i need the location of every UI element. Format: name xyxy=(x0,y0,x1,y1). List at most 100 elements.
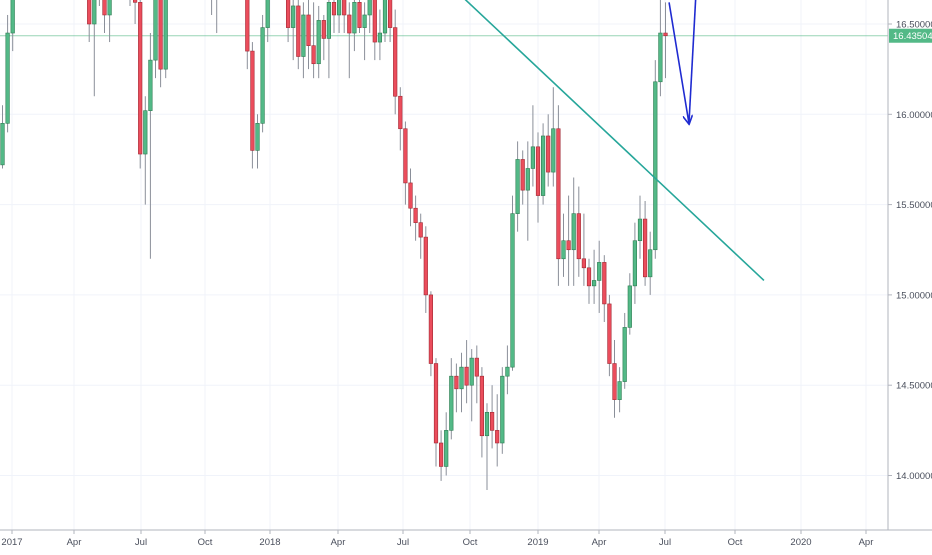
candle xyxy=(311,2,316,79)
candle xyxy=(530,105,535,187)
candles xyxy=(0,0,668,490)
candle xyxy=(5,14,10,133)
candle xyxy=(255,114,260,169)
candle xyxy=(495,394,500,467)
candle xyxy=(143,96,148,205)
projection-arrow[interactable] xyxy=(668,2,689,123)
candle xyxy=(331,0,337,34)
candle-body-down xyxy=(464,366,469,386)
candle-body-down xyxy=(311,45,316,65)
candle-body-down xyxy=(296,5,301,57)
x-tick-label: 2020 xyxy=(790,537,811,548)
candle-body-up xyxy=(444,430,449,467)
candle xyxy=(133,0,138,24)
candle xyxy=(510,195,515,371)
x-tick-label: 2017 xyxy=(1,537,22,548)
candle xyxy=(0,105,5,169)
candle-body-down xyxy=(87,0,92,25)
candle xyxy=(403,121,408,205)
candle-body-up xyxy=(10,0,15,34)
candle-body-up xyxy=(469,357,474,386)
projection-arrow[interactable] xyxy=(688,0,709,124)
candle xyxy=(632,222,637,304)
candle-body-up xyxy=(632,240,637,287)
candle-body-up xyxy=(510,213,515,368)
candle xyxy=(637,195,643,259)
candle-body-up xyxy=(530,146,535,169)
candle-body-up xyxy=(627,285,632,328)
x-tick-label: Apr xyxy=(592,537,607,548)
candle xyxy=(454,363,459,413)
candle xyxy=(418,213,423,259)
candle-body-down xyxy=(331,2,337,16)
candle-body-up xyxy=(153,0,158,61)
candle xyxy=(540,123,546,205)
candle-body-down xyxy=(581,258,586,269)
candle xyxy=(433,358,439,467)
candle-body-up xyxy=(377,32,383,43)
candle-body-down xyxy=(586,267,592,287)
candle xyxy=(260,14,265,133)
candle-body-down xyxy=(642,218,648,278)
x-tick-label: Apr xyxy=(859,537,874,548)
candle-body-up xyxy=(265,0,270,28)
x-tick-label: Jul xyxy=(397,537,409,548)
candle xyxy=(413,195,418,241)
candle-body-up xyxy=(500,375,505,444)
candle xyxy=(622,312,627,389)
candle xyxy=(92,0,97,97)
candle xyxy=(10,0,15,52)
candle-body-up xyxy=(449,375,454,431)
drawings xyxy=(69,0,765,282)
candle xyxy=(602,255,607,322)
x-tick-label: Oct xyxy=(198,537,213,548)
candle-body-up xyxy=(367,0,372,16)
candle-body-down xyxy=(428,294,434,364)
candle xyxy=(382,0,388,43)
candle xyxy=(566,195,571,286)
candle-body-up xyxy=(0,123,5,166)
candle-body-up xyxy=(362,14,367,28)
candle xyxy=(520,150,525,205)
axis-corner xyxy=(888,530,932,550)
candle-body-down xyxy=(423,236,428,296)
candle-body-down xyxy=(576,213,581,260)
candle-body-down xyxy=(535,146,541,196)
x-tick-label: Apr xyxy=(67,537,82,548)
candle-body-up xyxy=(291,5,296,28)
candle xyxy=(617,367,622,413)
candle-body-down xyxy=(566,240,571,251)
candle-body-down xyxy=(387,0,393,28)
candle xyxy=(291,0,296,61)
candle-body-up xyxy=(658,32,663,83)
candle-body-down xyxy=(250,50,255,151)
candle-body-up xyxy=(540,135,546,196)
candle-body-down xyxy=(347,14,352,34)
candle xyxy=(556,105,561,286)
y-tick-label: 16.50000 xyxy=(896,20,932,31)
y-tick-label: 15.00000 xyxy=(896,290,932,301)
candle xyxy=(627,273,632,335)
trendline[interactable] xyxy=(69,0,765,282)
x-tick-label: 2019 xyxy=(527,537,548,548)
candle xyxy=(653,60,658,259)
candle-body-up xyxy=(622,327,627,382)
candle-body-up xyxy=(301,14,306,57)
candle xyxy=(571,177,576,286)
candle xyxy=(581,213,586,286)
time-axis-panel xyxy=(0,530,888,550)
candle-body-down xyxy=(418,222,423,238)
candle-body-up xyxy=(484,411,490,437)
candle-body-down xyxy=(495,430,500,444)
candle-body-up xyxy=(260,27,265,124)
candle-body-up xyxy=(5,32,10,124)
candle-body-down xyxy=(342,0,347,16)
candle-body-down xyxy=(398,95,403,130)
candle xyxy=(597,240,602,313)
candle xyxy=(525,141,530,241)
candle xyxy=(342,0,347,34)
candle xyxy=(612,340,617,418)
